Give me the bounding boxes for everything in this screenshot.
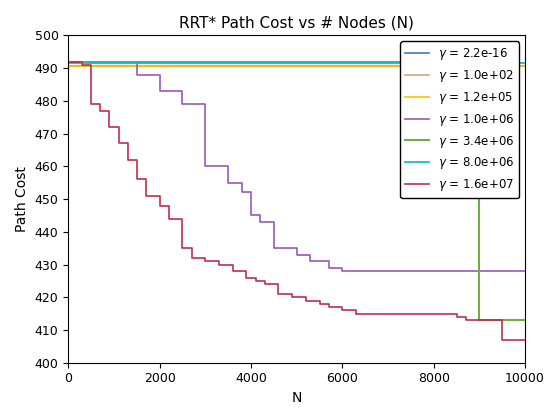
$\gamma$ = 1.6e+07: [230, 268, 236, 273]
$\gamma$ = 1.6e+07: [78, 62, 85, 67]
$\gamma$ = 1.6e+07: [366, 311, 373, 316]
$\gamma$ = 1.6e+07: [325, 304, 332, 310]
$\gamma$ = 1.0e+06: [270, 246, 277, 251]
$\gamma$ = 1.6e+07: [430, 311, 437, 316]
Legend: $\gamma$ = 2.2e-16, $\gamma$ = 1.0e+02, $\gamma$ = 1.2e+05, $\gamma$ = 1.0e+06, : $\gamma$ = 2.2e-16, $\gamma$ = 1.0e+02, …: [400, 41, 519, 198]
Line: $\gamma$ = 1.6e+07: $\gamma$ = 1.6e+07: [68, 61, 525, 340]
$\gamma$ = 3.4e+06: [522, 318, 529, 323]
$\gamma$ = 1.6e+07: [115, 141, 122, 146]
$\gamma$ = 1.0e+06: [156, 89, 163, 94]
$\gamma$ = 1.6e+07: [302, 298, 309, 303]
$\gamma$ = 1.0e+06: [225, 180, 231, 185]
$\gamma$ = 1.6e+07: [243, 275, 250, 280]
$\gamma$ = 1.0e+06: [179, 102, 186, 107]
$\gamma$ = 1.6e+07: [65, 59, 72, 64]
$\gamma$ = 1.6e+07: [289, 295, 296, 300]
$\gamma$ = 1.6e+07: [143, 193, 150, 198]
$\gamma$ = 1.6e+07: [262, 282, 268, 287]
$\gamma$ = 1.6e+07: [522, 337, 529, 342]
$\gamma$ = 1.6e+07: [156, 203, 163, 208]
$\gamma$ = 1.0e+06: [325, 265, 332, 270]
Y-axis label: Path Cost: Path Cost: [15, 166, 29, 232]
$\gamma$ = 1.6e+07: [499, 337, 506, 342]
$\gamma$ = 1.0e+06: [133, 72, 140, 77]
$\gamma$ = 1.0e+06: [522, 268, 529, 273]
$\gamma$ = 1.6e+07: [453, 314, 460, 319]
$\gamma$ = 1.6e+07: [124, 157, 131, 162]
$\gamma$ = 1.6e+07: [408, 311, 414, 316]
$\gamma$ = 1.6e+07: [316, 301, 323, 306]
$\gamma$ = 1.6e+07: [252, 278, 259, 284]
$\gamma$ = 1.6e+07: [353, 311, 360, 316]
$\gamma$ = 3.4e+06: [476, 318, 483, 323]
Line: $\gamma$ = 1.0e+06: $\gamma$ = 1.0e+06: [68, 61, 525, 271]
$\gamma$ = 1.0e+06: [353, 268, 360, 273]
$\gamma$ = 1.0e+06: [293, 252, 300, 257]
$\gamma$ = 1.6e+07: [202, 259, 209, 264]
$\gamma$ = 3.4e+06: [65, 59, 72, 64]
$\gamma$ = 1.0e+06: [65, 59, 72, 64]
$\gamma$ = 3.4e+06: [463, 59, 469, 64]
$\gamma$ = 1.6e+07: [179, 246, 186, 251]
$\gamma$ = 1.0e+06: [339, 268, 346, 273]
$\gamma$ = 1.6e+07: [88, 102, 95, 107]
Title: RRT* Path Cost vs # Nodes (N): RRT* Path Cost vs # Nodes (N): [179, 15, 414, 30]
$\gamma$ = 1.0e+06: [202, 164, 209, 169]
$\gamma$ = 1.0e+06: [110, 59, 117, 64]
$\gamma$ = 1.6e+07: [476, 318, 483, 323]
$\gamma$ = 1.6e+07: [339, 308, 346, 313]
$\gamma$ = 1.0e+06: [307, 259, 314, 264]
$\gamma$ = 1.6e+07: [97, 108, 104, 113]
$\gamma$ = 1.0e+06: [257, 219, 264, 224]
$\gamma$ = 1.6e+07: [508, 337, 515, 342]
$\gamma$ = 1.6e+07: [385, 311, 391, 316]
X-axis label: N: N: [292, 391, 302, 405]
$\gamma$ = 1.6e+07: [463, 318, 469, 323]
$\gamma$ = 1.6e+07: [188, 255, 195, 260]
$\gamma$ = 1.6e+07: [133, 177, 140, 182]
$\gamma$ = 1.6e+07: [275, 291, 282, 297]
$\gamma$ = 1.6e+07: [216, 262, 222, 267]
$\gamma$ = 1.6e+07: [165, 216, 172, 221]
Line: $\gamma$ = 3.4e+06: $\gamma$ = 3.4e+06: [68, 61, 525, 320]
$\gamma$ = 1.0e+06: [248, 213, 254, 218]
$\gamma$ = 1.6e+07: [106, 124, 113, 129]
$\gamma$ = 1.0e+06: [239, 190, 245, 195]
